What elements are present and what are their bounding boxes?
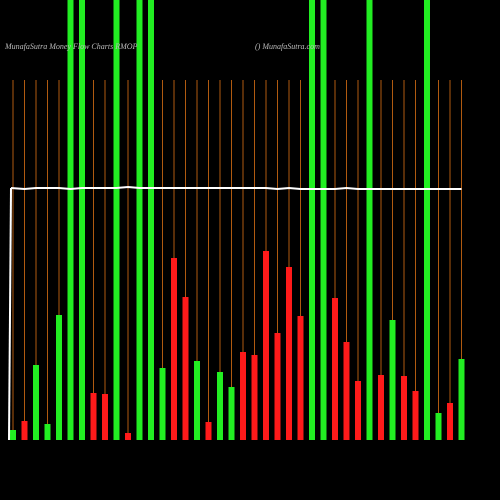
bar: [343, 342, 350, 440]
bar: [263, 251, 269, 440]
bar: [424, 0, 430, 440]
bar: [182, 297, 189, 440]
bar: [148, 0, 154, 440]
bar: [67, 0, 74, 440]
bar: [194, 361, 200, 440]
bar: [228, 387, 235, 440]
bar: [171, 258, 177, 440]
bar: [251, 355, 258, 440]
bar: [44, 424, 51, 440]
bar: [286, 267, 292, 440]
bar: [159, 368, 166, 440]
bar: [56, 315, 62, 440]
bar: [297, 316, 304, 440]
bar: [102, 394, 108, 440]
bar: [125, 433, 131, 440]
bar: [412, 391, 419, 440]
chart-title: MunafaSutra Money Flow Charts RMOP: [4, 42, 138, 51]
bar: [90, 393, 97, 440]
bar: [332, 298, 338, 440]
trend-line: [10, 185, 462, 191]
bar: [136, 0, 143, 440]
trend-line-rise: [8, 187, 12, 441]
bar: [435, 413, 442, 440]
bar: [389, 320, 396, 440]
bar: [240, 352, 246, 440]
bar: [366, 0, 373, 440]
bar: [309, 0, 315, 440]
bar: [217, 372, 223, 440]
bar: [378, 375, 384, 440]
bar: [458, 359, 465, 440]
bar: [10, 430, 16, 440]
bar: [79, 0, 85, 440]
chart-subtitle: () MunafaSutra.com: [255, 42, 320, 51]
bar: [320, 0, 327, 440]
bar: [33, 365, 39, 440]
bar: [274, 333, 281, 440]
bar: [21, 421, 28, 440]
bar: [355, 381, 361, 440]
bar: [401, 376, 407, 440]
bar: [113, 0, 120, 440]
bars: [10, 0, 465, 440]
bar: [205, 422, 212, 440]
bar: [447, 403, 453, 440]
